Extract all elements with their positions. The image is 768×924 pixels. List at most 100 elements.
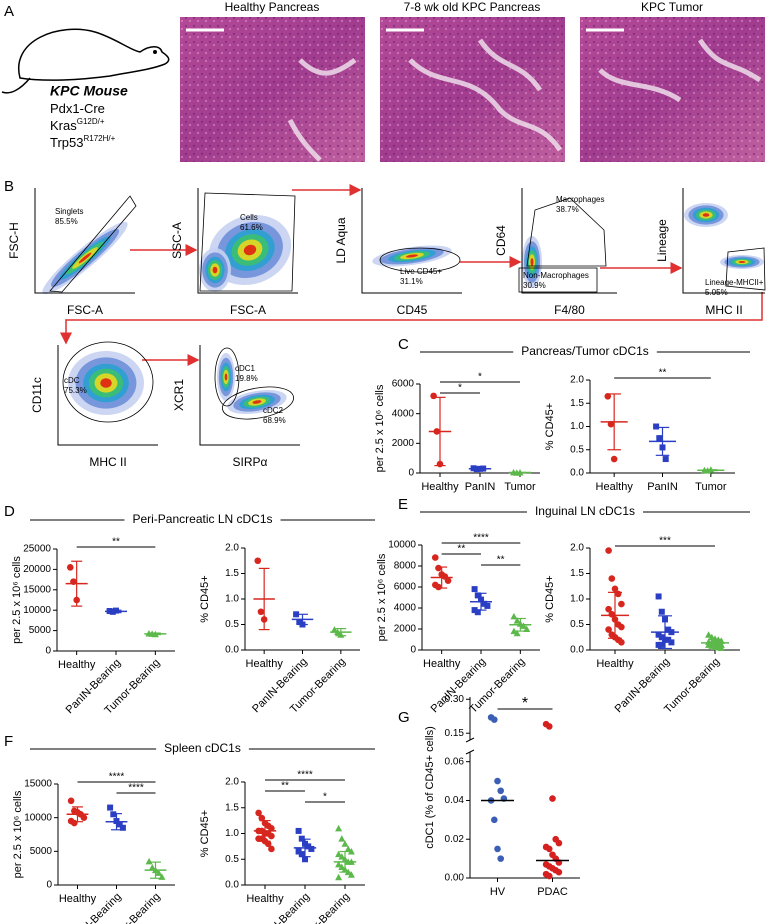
y-tick-label: 1.0 [570,421,584,432]
gate-name: cDC1 [235,364,256,373]
data-point [67,797,75,805]
y-tick-label: 0.06 [445,756,465,767]
y-tick-label: 10000 [23,605,51,616]
significance-label: ** [457,544,465,555]
mouse-drawing [1,28,170,94]
data-point [347,871,355,878]
significance-label: **** [128,783,144,794]
y-axis-label: per 2.5 x 10⁶ cells [12,790,24,878]
chart-title: Pancreas/Tumor cDC1s [521,344,649,358]
y-tick-label: 1.5 [570,398,584,409]
x-tick-label: Tumor [504,481,536,493]
y-tick-label: 0.0 [225,880,239,891]
histology-texture [580,17,765,162]
data-point [335,824,343,832]
error-bar [72,806,83,823]
data-point [555,868,563,876]
y-tick-label: 2.0 [225,543,239,554]
gate-percent: 85.5% [55,217,78,226]
data-point [471,586,478,593]
y-tick-label: 1.5 [225,568,239,579]
data-point [268,825,275,832]
error-bar [514,617,526,632]
error-bar [297,613,308,626]
mouse-title: KPC Mouse [50,83,128,99]
data-point [145,857,153,865]
y-tick-label: 1.5 [225,802,239,813]
y-tick-label: 0.00 [445,873,465,884]
y-axis-label: % CD45+ [199,810,211,857]
flow-x-label: FSC-A [67,303,103,317]
y-tick-label: 0 [46,880,52,891]
gate-percent: 75.3% [64,386,87,395]
gate [62,341,154,423]
data-point [80,814,88,821]
data-point [604,392,612,400]
y-tick-label: 0.15 [445,728,465,739]
significance-label: * [458,383,462,394]
data-point [605,547,612,554]
data-point [497,855,505,862]
histology-tissue [598,38,762,103]
gate [526,197,607,267]
data-point [610,455,618,463]
x-tick-label: Healthy [58,659,96,671]
flow-x-label: CD45 [397,303,428,317]
genotype: Trp53R172H/+ [50,134,116,150]
y-axis-label: cDC1 (% of CD45+ cells) [424,726,436,849]
data-point [484,602,491,609]
data-point [705,631,713,638]
y-axis-label: % CD45+ [544,575,556,622]
data-point [655,593,662,600]
error-bar [339,850,351,873]
chart-title: Spleen cDC1s [164,741,241,755]
x-tick-label: Healthy [59,893,97,905]
data-point [614,590,622,598]
x-tick-label: PDAC [537,886,568,898]
x-tick-label: Healthy [246,658,284,670]
y-tick-label: 4000 [392,408,415,419]
flow-density [243,244,257,256]
genotype-gene: Kras [50,118,77,133]
data-point [257,608,265,616]
flow-axes [361,188,462,294]
gate [49,195,137,293]
data-point [523,625,531,632]
gate-name: Cells [240,213,258,222]
panel-label: C [398,336,409,353]
error-bar [259,820,271,842]
x-tick-label: Healthy [596,481,634,493]
y-tick-label: 15000 [23,584,51,595]
data-point [668,639,675,646]
error-bar [258,567,270,631]
error-bar [704,469,718,472]
data-point [347,848,355,855]
error-bar [607,393,621,451]
genotype-gene: Trp53 [50,135,83,150]
gate [518,267,598,293]
x-tick-label: HV [490,886,506,898]
y-tick-label: 2000 [392,438,415,449]
x-tick-label: Healthy [596,658,634,670]
flow-density [530,258,534,266]
data-point [435,564,442,572]
gate-name: cDC [64,376,80,385]
error-bar [150,861,161,879]
significance-label: * [478,372,482,383]
y-tick-label: 0 [45,646,51,657]
flow-density [738,260,746,264]
genotype-allele: R172H/+ [83,134,115,143]
data-point [655,631,662,638]
y-tick-label: 1.5 [570,568,584,579]
flow-density [78,252,92,264]
histology-tissue [408,38,563,152]
error-bar [608,591,622,639]
data-point [717,644,725,651]
chart-title: Inguinal LN cDC1s [535,504,635,518]
x-tick-label: Healthy [246,893,284,905]
data-point [665,626,672,633]
data-point [497,787,505,795]
y-tick-label: 0 [408,468,414,479]
